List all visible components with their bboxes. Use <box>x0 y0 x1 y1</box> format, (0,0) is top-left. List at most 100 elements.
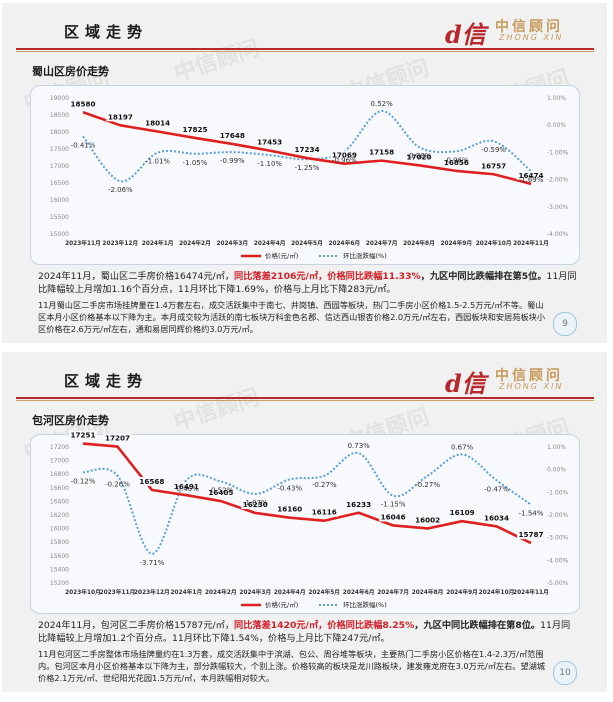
x-tick-label: 2024年9月 <box>446 588 478 596</box>
x-tick-label: 2023年11月 <box>65 239 101 247</box>
price-label-bg <box>479 161 508 171</box>
price-label-bg <box>517 170 545 180</box>
change-data-label: -1.10% <box>257 160 282 168</box>
price-data-label: 17648 <box>220 131 245 140</box>
change-data-label: 0.52% <box>371 100 394 108</box>
price-label-bg <box>405 152 433 162</box>
x-tick-label: 2024年8月 <box>412 588 444 596</box>
legend-price-label: 价格(元/㎡) <box>265 600 298 609</box>
x-tick-label: 2023年12月 <box>134 588 170 596</box>
x-tick-label: 2024年9月 <box>440 239 472 247</box>
price-label-bg <box>172 482 201 492</box>
change-data-label: -0.12% <box>71 477 96 485</box>
x-tick-label: 2024年2月 <box>205 588 237 596</box>
price-label-bg <box>106 112 135 122</box>
logo-text-cn: 中信顾问 <box>495 368 563 384</box>
y2-tick-label: 0.00% <box>547 122 566 129</box>
x-tick-label: 2024年6月 <box>328 239 360 247</box>
price-data-label: 17207 <box>105 434 130 443</box>
price-label-bg <box>482 513 511 523</box>
price-data-label: 16233 <box>346 500 371 509</box>
x-tick-label: 2023年12月 <box>102 239 138 247</box>
y2-tick-label: -1.00% <box>547 149 569 156</box>
y-tick-label: 16400 <box>50 498 69 505</box>
y2-tick-label: -5.00% <box>547 580 569 587</box>
price-label-bg <box>218 130 247 140</box>
change-data-label: -1.05% <box>183 159 208 167</box>
x-tick-label: 2024年3月 <box>216 239 248 247</box>
change-data-label: -0.43% <box>277 484 302 492</box>
y-tick-label: 15000 <box>50 231 69 238</box>
y-tick-label: 15600 <box>50 553 69 560</box>
x-tick-label: 2024年6月 <box>343 588 375 596</box>
price-label-bg <box>206 488 235 498</box>
y-tick-label: 15400 <box>50 566 69 573</box>
change-data-label: -0.46% <box>174 485 199 493</box>
y-tick-label: 15200 <box>50 580 69 587</box>
y-tick-label: 15500 <box>50 214 69 221</box>
slide-shushan: 中信顾问 中信顾问 中信顾问 中信顾问 区域走势 d信 中信顾问 ZHONG X… <box>2 3 607 343</box>
price-label-bg <box>143 118 172 128</box>
change-data-label: 0.67% <box>451 443 474 451</box>
price-data-label: 17158 <box>369 148 394 157</box>
slide-baohe: 中信顾问 中信顾问 中信顾问 中信顾问 区域走势 d信 中信顾问 ZHONG X… <box>2 352 607 692</box>
y-tick-label: 15800 <box>50 539 69 546</box>
price-data-label: 16491 <box>174 482 199 491</box>
page-number: 10 <box>553 661 577 685</box>
summary-segment: 11月同比降幅较上月增加1.16个百分点，11月环比下降1.69%，价格与上月比… <box>38 271 577 295</box>
x-tick-label: 2024年3月 <box>239 588 271 596</box>
price-label-bg <box>69 99 97 109</box>
price-label-bg <box>344 499 373 509</box>
change-data-label: -0.96% <box>332 156 357 164</box>
y2-tick-label: -4.00% <box>547 557 569 564</box>
price-label-bg <box>69 430 97 440</box>
change-data-label: -0.80% <box>407 152 432 160</box>
y-tick-label: 17500 <box>50 146 69 153</box>
logo-text-en: ZHONG XIN <box>499 382 564 391</box>
price-data-label: 17251 <box>70 431 95 440</box>
price-data-label: 18580 <box>70 99 95 108</box>
market-detail-paragraph: 11月包河区二手房整体市场挂牌量约在1.3万套，成交活跃集中于滨湖、包公、周谷堆… <box>38 649 546 683</box>
x-tick-label: 2024年1月 <box>171 588 203 596</box>
y2-tick-label: 1.00% <box>547 95 566 102</box>
price-data-label: 16002 <box>415 515 440 524</box>
price-label-bg <box>448 508 477 518</box>
price-data-label: 16160 <box>277 505 302 514</box>
change-rate-line <box>82 451 532 555</box>
summary-paragraph: 2024年11月，蜀山区二手房价格16474元/㎡，同比落差2106元/㎡，价格… <box>38 270 578 296</box>
logo-mark: d信 <box>445 20 486 49</box>
x-tick-label: 2024年11月 <box>513 588 549 596</box>
x-tick-label: 2024年2月 <box>179 239 211 247</box>
company-logo: d信 中信顾问 ZHONG XIN <box>443 364 593 398</box>
y-tick-label: 16500 <box>50 180 69 187</box>
x-tick-label: 2024年10月 <box>479 588 515 596</box>
x-tick-label: 2023年10月 <box>65 588 101 596</box>
price-data-label: 16568 <box>139 477 164 486</box>
y-tick-label: 18500 <box>50 112 69 119</box>
summary-segment: 2024年11月，蜀山区二手房价格16474元/㎡， <box>38 271 235 282</box>
change-data-label: 0.73% <box>348 442 371 450</box>
price-label-bg <box>367 147 396 157</box>
price-data-label: 16230 <box>243 500 268 509</box>
change-data-label: -1.15% <box>381 501 406 509</box>
summary-segment: 同比落差1420元/㎡，价格同比跌幅8.25% <box>234 620 415 631</box>
y-tick-label: 17200 <box>50 444 69 451</box>
section-title: 区域走势 <box>64 372 149 390</box>
y2-tick-label: -4.00% <box>547 231 569 238</box>
price-label-bg <box>255 137 284 147</box>
price-data-label: 16046 <box>381 512 406 521</box>
price-line <box>82 442 532 545</box>
price-data-label: 17453 <box>257 138 282 147</box>
price-data-label: 18197 <box>108 112 133 121</box>
x-tick-label: 2023年11月 <box>100 588 136 596</box>
price-data-label: 16116 <box>312 508 337 517</box>
change-data-label: -0.99% <box>220 157 245 165</box>
header-divider <box>16 397 594 399</box>
summary-segment: 同比落差2106元/㎡，价格同比跌幅11.33% <box>234 271 421 282</box>
price-label-bg <box>293 145 321 155</box>
change-data-label: -3.71% <box>140 559 165 567</box>
logo-mark: d信 <box>445 369 486 398</box>
x-tick-label: 2024年5月 <box>291 239 323 247</box>
x-tick-label: 2024年4月 <box>254 239 286 247</box>
price-data-label: 15787 <box>518 530 543 539</box>
